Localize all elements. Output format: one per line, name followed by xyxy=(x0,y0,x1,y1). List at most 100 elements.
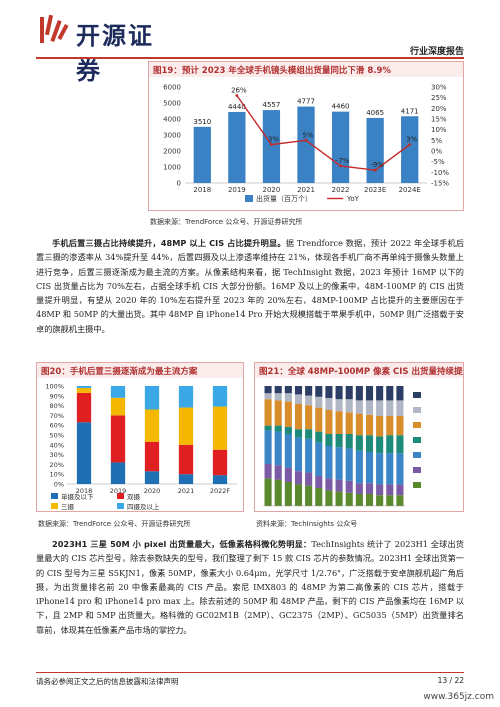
stacked-bar-segment xyxy=(110,415,126,463)
y-tick-label: 40% xyxy=(50,441,64,449)
y-tick-label: 50% xyxy=(50,432,64,440)
stacked-bar-segment xyxy=(274,393,282,401)
legend-swatch xyxy=(51,493,58,499)
body-paragraph-1: 手机后置三摄占比持续提升，48MP 以上 CIS 占比提升明显。据 Trendf… xyxy=(36,236,464,336)
stacked-bar-segment xyxy=(284,482,292,506)
stacked-bar-segment xyxy=(110,386,126,398)
stacked-bar-segment xyxy=(294,484,303,506)
bar xyxy=(297,106,315,183)
y-right-tick-label: 15% xyxy=(431,116,447,124)
x-tick-label: 2021 xyxy=(297,186,315,194)
stacked-bar-segment xyxy=(376,484,384,496)
stacked-bar-segment xyxy=(396,416,404,436)
stacked-bar-segment xyxy=(274,425,282,432)
x-tick-label: 2024E xyxy=(399,186,421,194)
figure-19-title: 图19：预计 2023 年全球手机镜头模组出货量同比下滑 8.9% xyxy=(149,62,463,77)
figure-20-source: 数据来源：TrendForce 公众号、开源证券研究所 xyxy=(38,520,191,528)
bar-data-label: 4440 xyxy=(228,103,246,111)
stacked-bar-segment xyxy=(345,399,353,413)
stacked-bar-segment xyxy=(386,484,394,496)
stacked-bar-segment xyxy=(396,484,404,496)
stacked-bar-segment xyxy=(264,464,272,479)
y-tick-label: 80% xyxy=(50,402,64,410)
stacked-bar-segment xyxy=(335,434,343,448)
figure-20: 图20：手机后置三摄逐渐成为最主流方案 0% 10% 20% 30% 40% 50% 60%… xyxy=(36,362,244,512)
x-tick-label: 2018 xyxy=(76,487,93,495)
stacked-bar-segment xyxy=(274,465,282,480)
stacked-bar-segment xyxy=(335,386,343,400)
paragraph-1-body: 据 Trendforce 数据，预计 2022 年全球手机后置三摄的渗透率从 3… xyxy=(36,238,465,334)
yoy-data-label: 5% xyxy=(302,131,313,139)
stacked-bar-segment xyxy=(396,400,404,416)
stacked-bar-segment xyxy=(355,400,363,414)
stacked-bar-segment xyxy=(212,386,228,407)
stacked-bar-segment xyxy=(325,446,333,479)
figure-21-chart xyxy=(263,386,421,507)
y-tick-label: 60% xyxy=(50,422,64,430)
legend-swatch xyxy=(51,503,58,509)
brand-name: 开源证券 xyxy=(76,22,154,85)
watermark-text: www.365jz.com xyxy=(423,692,494,702)
legend-swatch xyxy=(413,437,421,443)
x-tick-label: 2022 xyxy=(332,186,350,194)
figure-20-chart: 0% 10% 20% 30% 40%50% 60% 70% 80% 90%100% 2018 201… xyxy=(45,383,237,511)
stacked-bar-segment xyxy=(305,472,313,486)
stacked-bar-segment xyxy=(284,434,292,468)
body-paragraph-2: 2023H1 三星 50M 小 pixel 出货量最大，低像素格科微化势明显：T… xyxy=(36,537,464,637)
stacked-bar-segment xyxy=(284,467,292,482)
stacked-bar-segment xyxy=(305,386,313,396)
bar xyxy=(366,117,384,183)
y-tick-label: 0% xyxy=(54,481,64,489)
legend-swatch xyxy=(413,482,421,488)
y-tick-label: 90% xyxy=(50,392,64,400)
stacked-bar-segment xyxy=(325,478,333,491)
legend-label-line: YoY xyxy=(346,195,360,203)
stacked-bar-segment xyxy=(144,471,160,484)
y-tick-label: 30% xyxy=(50,451,64,459)
stacked-bar-segment xyxy=(264,393,272,400)
stacked-bar-segment xyxy=(76,386,92,388)
brand-logo-icon xyxy=(40,14,69,43)
stacked-bar-segment xyxy=(335,447,343,480)
stacked-bar-segment xyxy=(274,400,282,426)
legend-label: 三摄 xyxy=(61,502,75,511)
legend-swatch xyxy=(413,422,421,428)
bar xyxy=(331,111,350,183)
y-left-tick-label: 1000 xyxy=(163,164,181,172)
stacked-bar-segment xyxy=(376,436,384,454)
stacked-bar-segment xyxy=(284,393,292,402)
y-right-tick-label: -10% xyxy=(431,169,449,177)
stacked-bar-segment xyxy=(396,453,404,485)
stacked-bar-segment xyxy=(110,462,126,484)
stacked-bar-segment xyxy=(386,435,394,454)
stacked-bar-segment xyxy=(284,401,292,427)
stacked-bar-segment xyxy=(355,483,363,494)
y-right-tick-label: 5% xyxy=(431,137,442,145)
stacked-bar-segment xyxy=(325,410,333,434)
yoy-point xyxy=(270,143,273,146)
stacked-bar-segment xyxy=(355,413,363,436)
stacked-bar-segment xyxy=(274,479,282,506)
stacked-bar-segment xyxy=(335,399,343,412)
stacked-bar-segment xyxy=(315,396,323,408)
x-tick-label: 2018 xyxy=(193,186,211,194)
report-type-label: 行业深度报告 xyxy=(409,47,464,57)
y-right-tick-label: 30% xyxy=(431,84,447,92)
stacked-bar-segment xyxy=(144,409,160,442)
legend-swatch xyxy=(117,493,124,499)
stacked-bar-segment xyxy=(305,405,313,430)
stacked-bar-segment xyxy=(365,483,374,494)
y-right-tick-label: 25% xyxy=(431,94,447,102)
stacked-bar-segment xyxy=(345,448,353,481)
legend-swatch xyxy=(117,503,124,509)
stacked-bar-segment xyxy=(345,386,353,400)
legend-swatch xyxy=(413,452,421,458)
stacked-bar-segment xyxy=(76,422,92,484)
stacked-bar-segment xyxy=(325,386,333,398)
bar-data-label: 3510 xyxy=(193,118,211,126)
y-tick-label: 20% xyxy=(50,461,64,469)
stacked-bar-segment xyxy=(396,386,404,401)
stacked-bar-segment xyxy=(315,442,323,476)
stacked-bar-segment xyxy=(335,491,343,506)
footer-disclaimer[interactable]: 请务必参阅正文之后的信息披露和法律声明 xyxy=(36,677,179,686)
